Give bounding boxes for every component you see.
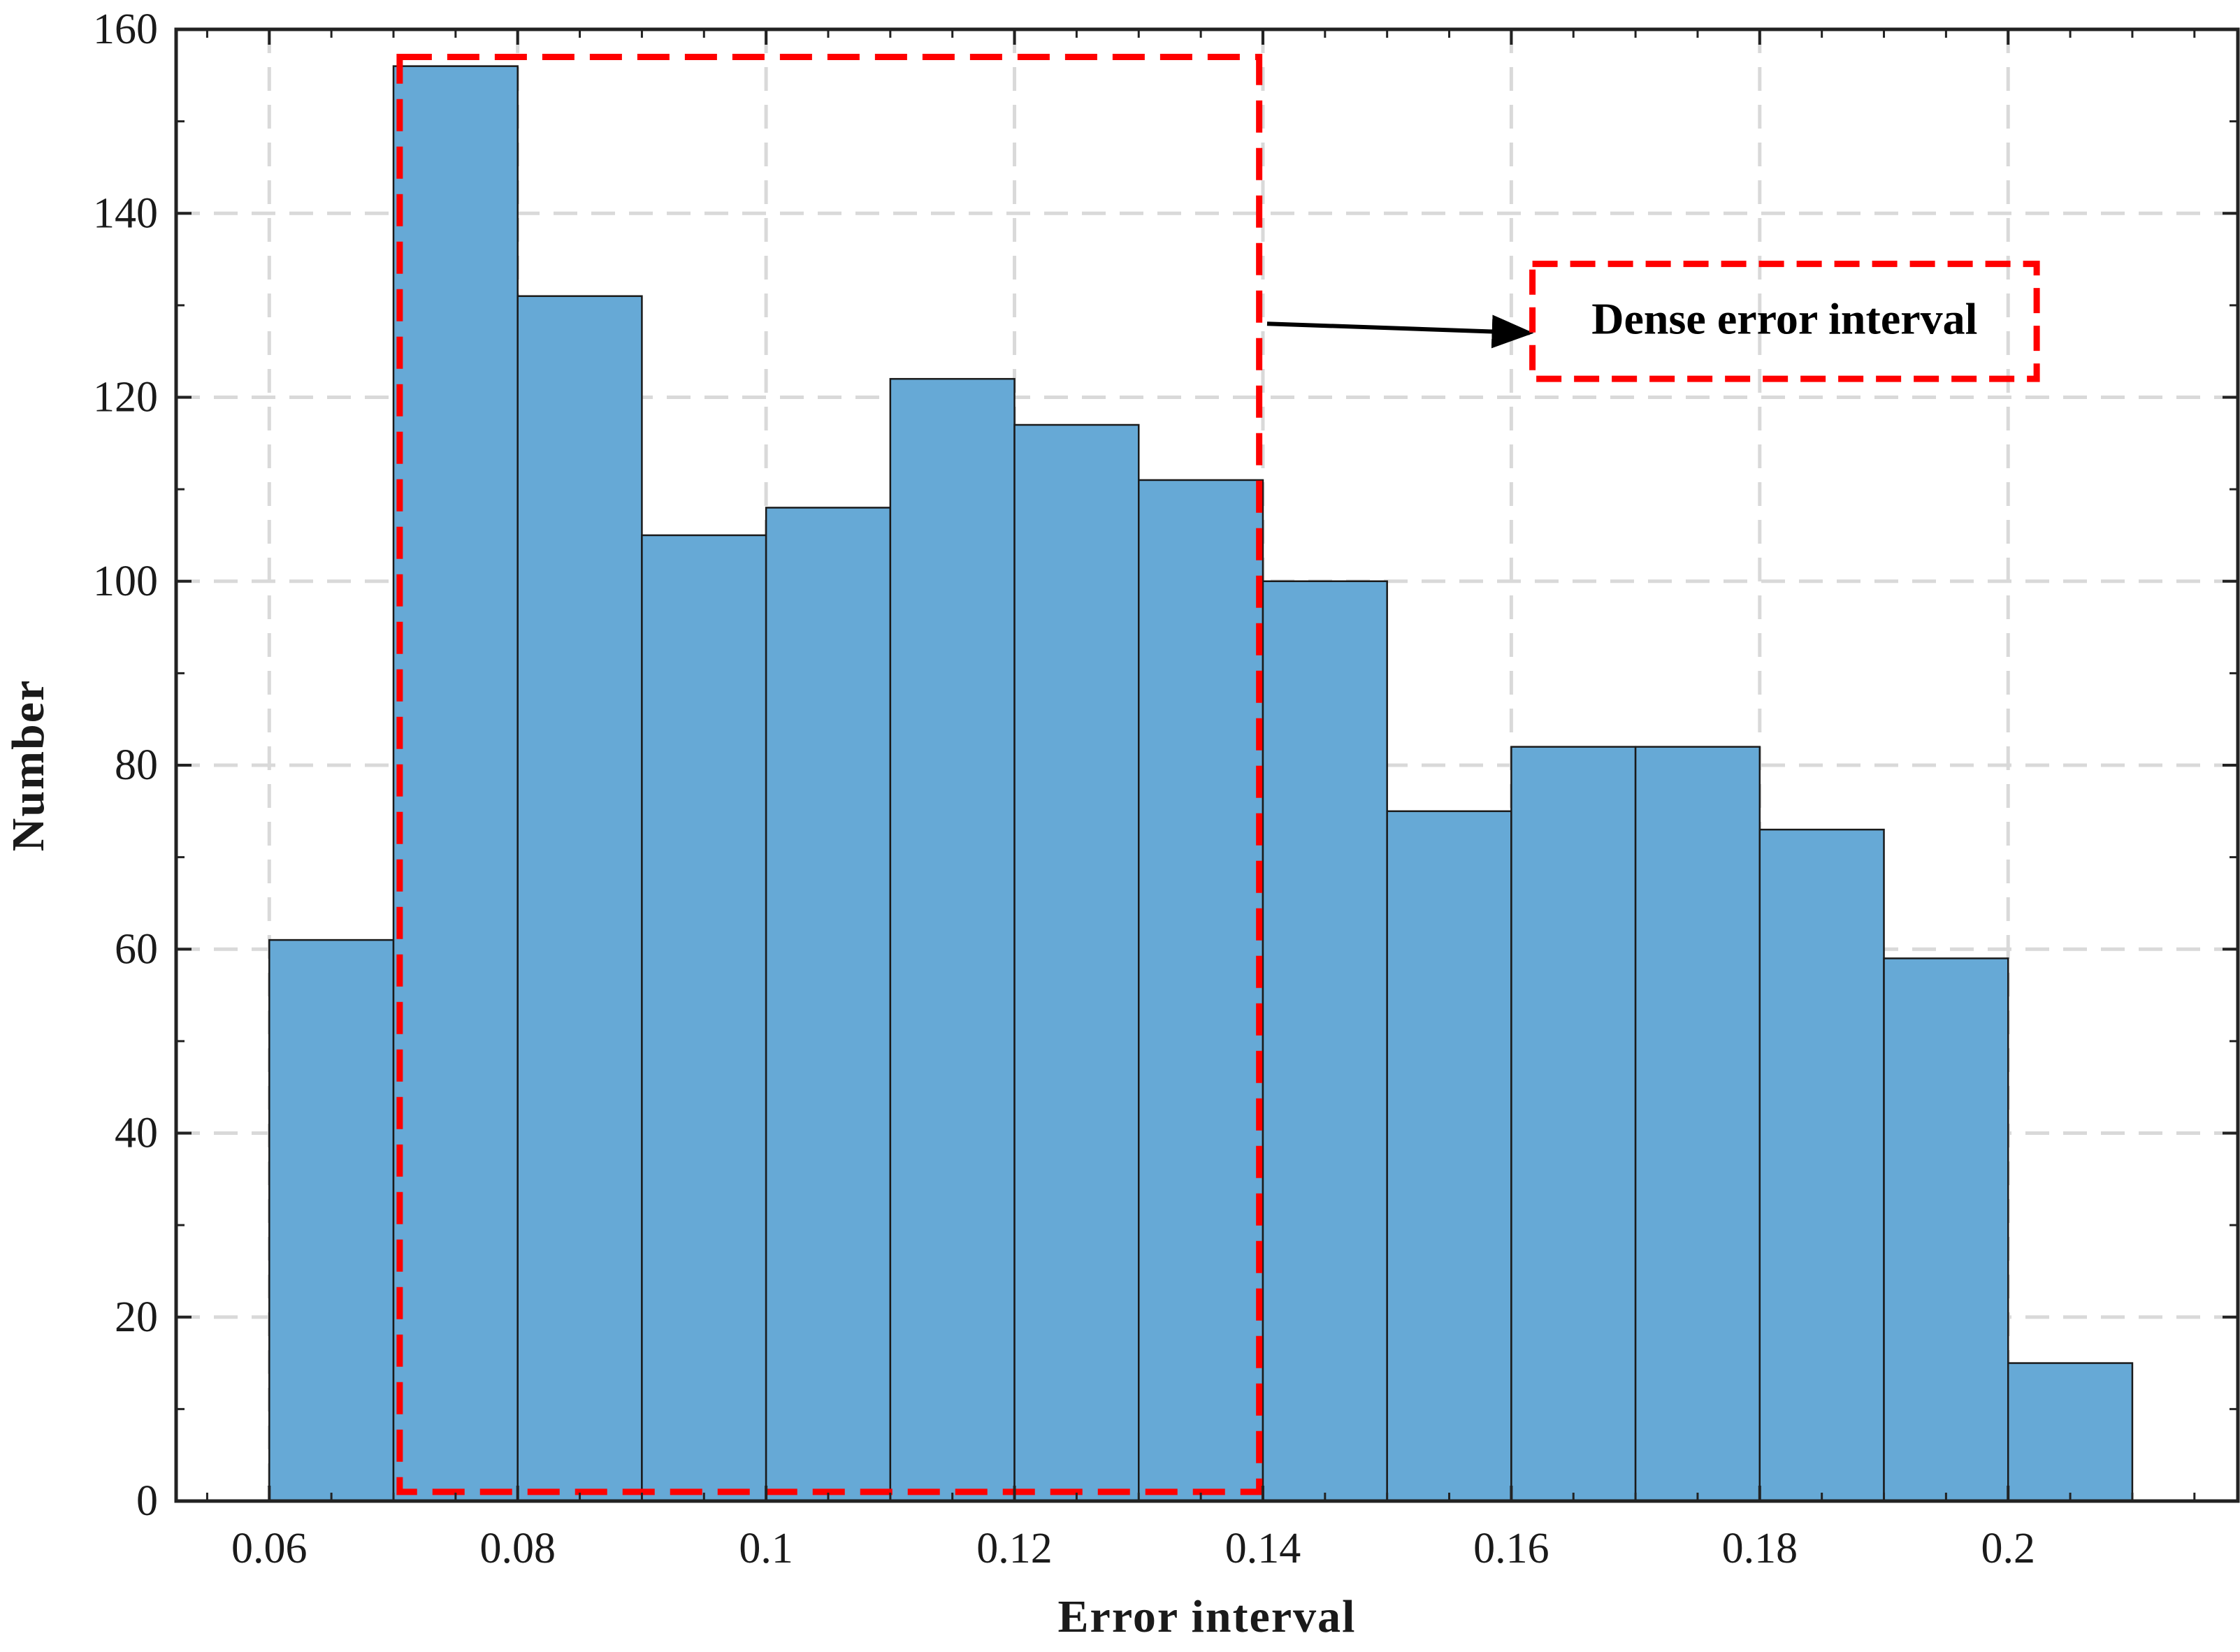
- histogram-bar-2: [516, 295, 643, 1502]
- y-axis-title: Number: [3, 679, 54, 852]
- y-tick-label-5: 100: [93, 558, 158, 605]
- histogram-bar-0: [268, 939, 395, 1502]
- x-tick-label-6: 0.18: [1722, 1525, 1798, 1572]
- histogram-bar-8: [1262, 580, 1388, 1502]
- y-tick-label-2: 40: [115, 1110, 158, 1157]
- y-tick-label-8: 160: [93, 6, 158, 53]
- histogram-bar-11: [1634, 746, 1761, 1502]
- x-tick-label-3: 0.12: [976, 1525, 1053, 1572]
- annotation-label-box: [1529, 261, 2040, 382]
- y-tick-label-6: 120: [93, 374, 158, 421]
- histogram-bar-9: [1386, 810, 1512, 1502]
- histogram-bar-1: [392, 65, 519, 1502]
- x-tick-label-0: 0.06: [231, 1525, 308, 1572]
- histogram-bar-5: [889, 377, 1016, 1502]
- bars-layer: [268, 65, 2134, 1502]
- y-tick-label-0: 0: [136, 1477, 158, 1525]
- ticks-layer: 0.06 0.08 0.1 0.12 0.14 0.16 0.18 0.2 0 20 40 60 80 1…: [93, 6, 2238, 1572]
- histogram-bar-12: [1758, 828, 1885, 1502]
- y-tick-label-1: 20: [115, 1294, 158, 1341]
- histogram-bar-10: [1510, 746, 1637, 1502]
- histogram-bar-13: [1883, 957, 2009, 1502]
- histogram-bar-6: [1013, 423, 1140, 1502]
- x-tick-label-5: 0.16: [1473, 1525, 1549, 1572]
- histogram-bar-14: [2007, 1362, 2134, 1502]
- y-tick-label-3: 60: [115, 925, 158, 973]
- y-tick-label-4: 80: [115, 741, 158, 789]
- x-tick-label-2: 0.1: [739, 1525, 793, 1572]
- dense-region-box: [396, 53, 1263, 1495]
- histogram-bar-4: [765, 507, 892, 1502]
- histogram-bar-3: [641, 534, 767, 1502]
- x-tick-label-1: 0.08: [479, 1525, 556, 1572]
- x-axis-title: Error interval: [1058, 1591, 1357, 1642]
- histogram-bar-7: [1138, 479, 1264, 1502]
- annotation-layer: Dense error interval: [396, 53, 2040, 1495]
- y-tick-label-7: 140: [93, 189, 158, 237]
- x-tick-label-7: 0.2: [1981, 1525, 2035, 1572]
- annotation-label: Dense error interval: [1591, 294, 1977, 343]
- annotation-arrow: [1266, 314, 1534, 349]
- x-tick-label-4: 0.14: [1225, 1525, 1301, 1572]
